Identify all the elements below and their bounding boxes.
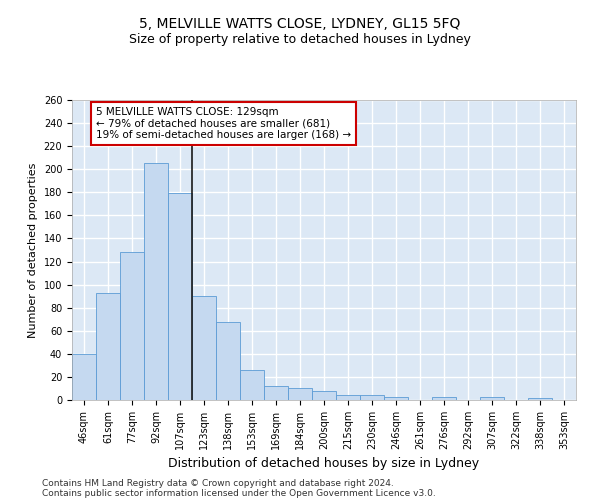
- Bar: [144, 164, 168, 400]
- Bar: [360, 396, 384, 400]
- Text: 5 MELVILLE WATTS CLOSE: 129sqm
← 79% of detached houses are smaller (681)
19% of: 5 MELVILLE WATTS CLOSE: 129sqm ← 79% of …: [96, 107, 351, 140]
- Text: Size of property relative to detached houses in Lydney: Size of property relative to detached ho…: [129, 32, 471, 46]
- X-axis label: Distribution of detached houses by size in Lydney: Distribution of detached houses by size …: [169, 458, 479, 470]
- Bar: [96, 292, 120, 400]
- Bar: [312, 391, 336, 400]
- Bar: [168, 194, 192, 400]
- Bar: [264, 386, 288, 400]
- Text: Contains public sector information licensed under the Open Government Licence v3: Contains public sector information licen…: [42, 488, 436, 498]
- Bar: [240, 370, 264, 400]
- Text: Contains HM Land Registry data © Crown copyright and database right 2024.: Contains HM Land Registry data © Crown c…: [42, 478, 394, 488]
- Text: 5, MELVILLE WATTS CLOSE, LYDNEY, GL15 5FQ: 5, MELVILLE WATTS CLOSE, LYDNEY, GL15 5F…: [139, 18, 461, 32]
- Bar: [288, 388, 312, 400]
- Bar: [72, 354, 96, 400]
- Bar: [432, 396, 456, 400]
- Bar: [336, 396, 360, 400]
- Bar: [120, 252, 144, 400]
- Y-axis label: Number of detached properties: Number of detached properties: [28, 162, 38, 338]
- Bar: [480, 396, 504, 400]
- Bar: [384, 396, 408, 400]
- Bar: [216, 322, 240, 400]
- Bar: [192, 296, 216, 400]
- Bar: [528, 398, 552, 400]
